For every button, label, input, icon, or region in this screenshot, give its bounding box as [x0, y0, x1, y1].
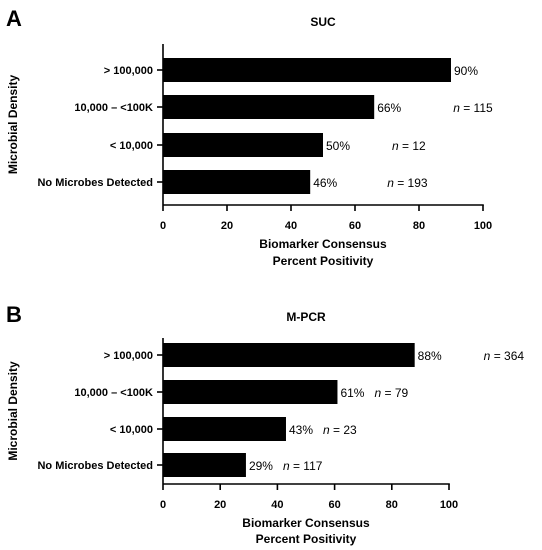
bar-n-label: n = 79: [374, 386, 408, 400]
category-label: 10,000 – <100K: [74, 387, 153, 399]
chart-title: M-PCR: [286, 310, 326, 324]
bar: [163, 133, 323, 157]
bar-percent-label: 88%: [418, 349, 442, 363]
category-label: No Microbes Detected: [37, 177, 153, 189]
x-tick-label: 60: [349, 220, 361, 232]
x-tick-label: 80: [386, 499, 398, 511]
bar: [163, 170, 311, 194]
bar-percent-label: 61%: [340, 386, 364, 400]
bar-n-label: n = 115: [453, 101, 493, 115]
x-tick-label: 40: [271, 499, 283, 511]
bar-percent-label: 90%: [454, 64, 478, 78]
category-label: > 100,000: [104, 65, 153, 77]
bar-percent-label: 43%: [289, 423, 313, 437]
panel-letter: A: [6, 6, 22, 31]
bar-percent-label: 66%: [377, 101, 401, 115]
x-tick-label: 80: [413, 220, 425, 232]
bar: [163, 95, 375, 119]
x-tick-label: 60: [328, 499, 340, 511]
x-tick-label: 20: [214, 499, 226, 511]
category-label: No Microbes Detected: [37, 460, 153, 472]
x-axis-label-line: Percent Positivity: [256, 532, 357, 546]
bar-n-label: n = 23: [323, 423, 357, 437]
category-label: > 100,000: [104, 350, 153, 362]
x-axis-label-line: Biomarker Consensus: [259, 237, 387, 251]
bar: [163, 453, 246, 477]
bar-n-label: n = 117: [283, 459, 323, 473]
category-label: < 10,000: [110, 424, 153, 436]
x-tick-label: 100: [474, 220, 492, 232]
bar: [163, 417, 286, 441]
x-tick-label: 100: [440, 499, 458, 511]
bar: [163, 343, 415, 367]
panel-letter: B: [6, 302, 22, 327]
y-axis-label: Microbial Density: [6, 74, 20, 174]
x-tick-label: 0: [160, 499, 166, 511]
bar-percent-label: 50%: [326, 139, 350, 153]
bar-n-label: n = 12: [392, 139, 426, 153]
x-axis-label-line: Percent Positivity: [273, 254, 374, 268]
x-tick-label: 40: [285, 220, 297, 232]
x-axis-label-line: Biomarker Consensus: [242, 516, 370, 530]
x-tick-label: 20: [221, 220, 233, 232]
bar: [163, 58, 451, 82]
chart-panel-b: B M-PCR Microbial Density 0 20 40 60 80 100 Bioma…: [6, 302, 524, 546]
x-tick-label: 0: [160, 220, 166, 232]
bar-n-label: n = 364: [484, 349, 525, 363]
y-axis-label: Microbial Density: [6, 361, 20, 461]
chart-panel-a: A SUC Microbial Density 0 20 40 60 80 100 Biomark…: [6, 6, 493, 268]
category-label: < 10,000: [110, 140, 153, 152]
chart-title: SUC: [310, 15, 336, 29]
bar-n-label: n = 193: [387, 176, 428, 190]
bar-percent-label: 29%: [249, 459, 273, 473]
bar: [163, 380, 338, 404]
bar-percent-label: 46%: [313, 176, 337, 190]
category-label: 10,000 – <100K: [74, 102, 153, 114]
